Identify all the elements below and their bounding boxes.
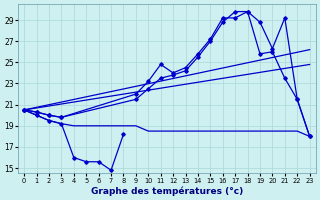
- X-axis label: Graphe des températures (°c): Graphe des températures (°c): [91, 186, 243, 196]
